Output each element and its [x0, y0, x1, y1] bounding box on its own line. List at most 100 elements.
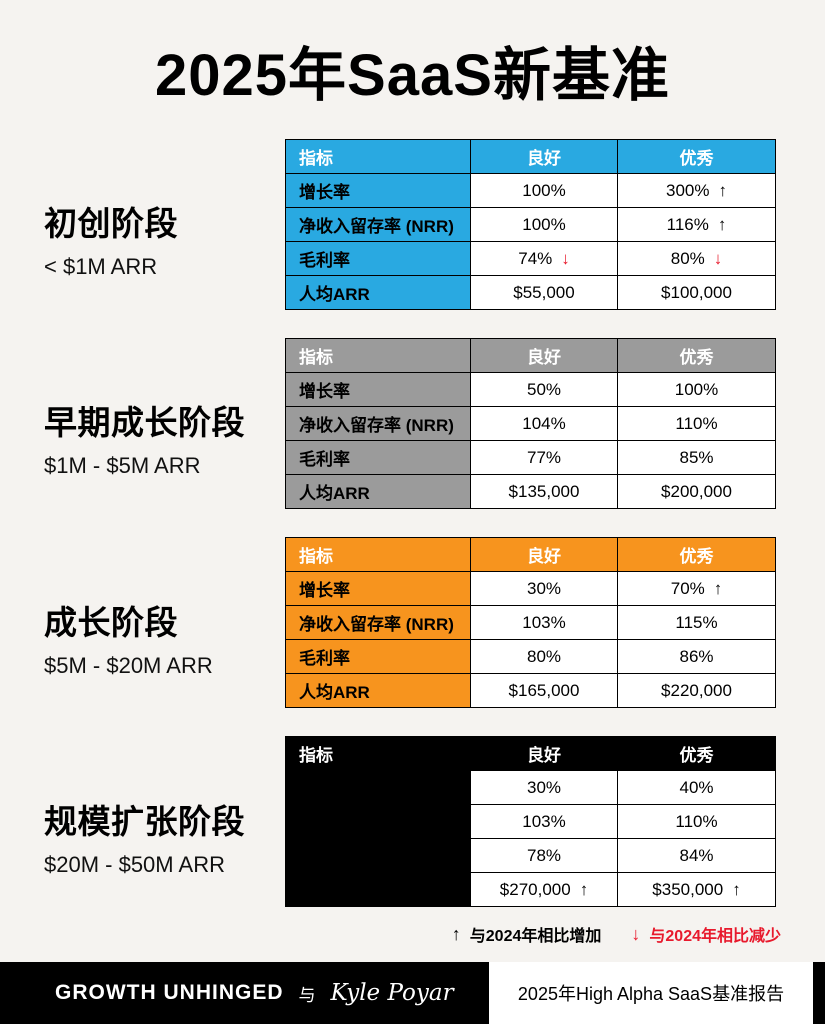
- legend-increase-label: 与2024年相比增加: [469, 928, 602, 945]
- good-value-cell: $55,000: [470, 275, 618, 310]
- good-value: 80%: [526, 646, 562, 666]
- excellent-value: 85%: [679, 447, 714, 467]
- excellent-value-cell: 85%: [617, 440, 776, 475]
- header-good-cell: 良好: [470, 537, 618, 572]
- good-value: 30%: [526, 578, 562, 598]
- footer-branding: GROWTH UNHINGED 与 Kyle Poyar: [55, 962, 454, 1024]
- benchmark-table-early-growth: 指标 良好 优秀 增长率 50% 100% 净收入留存率 (NRR) 104% …: [285, 338, 776, 509]
- up-arrow-icon: ↑: [451, 923, 461, 944]
- good-value: 100%: [522, 214, 566, 234]
- metric-name-cell: 增长率: [285, 770, 471, 805]
- report-title: 2025年High Alpha SaaS基准报告: [517, 984, 785, 1004]
- metric-name-cell: 净收入留存率 (NRR): [285, 605, 471, 640]
- excellent-value: 116%: [666, 214, 709, 234]
- page-title: 2025年SaaS新基准: [155, 43, 670, 108]
- stage-label-scale: 规模扩张阶段 $20M - $50M ARR: [44, 795, 282, 878]
- good-value: 74%: [518, 248, 553, 268]
- good-value-cell: 30%: [470, 770, 618, 805]
- good-value: $55,000: [513, 282, 575, 302]
- excellent-value: 110%: [675, 413, 718, 433]
- excellent-value-cell: $220,000: [617, 673, 776, 708]
- metric-name-cell: 毛利率: [285, 639, 471, 674]
- header-good-cell: 良好: [470, 736, 618, 771]
- good-value-cell: $270,000 ↑: [470, 872, 618, 907]
- excellent-value-cell: 116% ↑: [617, 207, 776, 242]
- legend-decrease: ↓ 与2024年相比减少: [631, 922, 781, 946]
- good-value-cell: $135,000: [470, 474, 618, 509]
- stage-name: 初创阶段: [44, 205, 178, 242]
- good-value: 78%: [526, 845, 562, 865]
- metric-name-cell: 毛利率: [285, 440, 471, 475]
- good-value: $165,000: [508, 680, 580, 700]
- good-value: 103%: [522, 612, 566, 632]
- up-arrow-icon: ↑: [579, 879, 589, 899]
- good-value: 77%: [526, 447, 562, 467]
- table-row: 毛利率 77% 85%: [285, 440, 776, 475]
- excellent-value: 70%: [670, 578, 705, 598]
- stage-label-startup: 初创阶段 < $1M ARR: [44, 197, 282, 280]
- stage-arr-range: $20M - $50M ARR: [44, 852, 225, 877]
- metric-name-cell: 毛利率: [285, 241, 471, 276]
- table-row: 增长率 30% 40%: [285, 770, 776, 805]
- stage-arr-range: < $1M ARR: [44, 254, 158, 279]
- good-value: 104%: [522, 413, 566, 433]
- excellent-value-cell: 300% ↑: [617, 173, 776, 208]
- excellent-value-cell: 100%: [617, 372, 776, 407]
- table-row: 人均ARR $55,000 $100,000: [285, 275, 776, 310]
- good-value-cell: 30%: [470, 571, 618, 606]
- stage-label-early-growth: 早期成长阶段 $1M - $5M ARR: [44, 396, 282, 479]
- good-value: 100%: [522, 180, 566, 200]
- excellent-value: $350,000: [652, 879, 724, 899]
- good-value: 50%: [526, 379, 562, 399]
- footer-bar: GROWTH UNHINGED 与 Kyle Poyar 2025年High A…: [0, 962, 825, 1024]
- table-row: 净收入留存率 (NRR) 100% 116% ↑: [285, 207, 776, 242]
- good-value-cell: 104%: [470, 406, 618, 441]
- stage-name: 规模扩张阶段: [44, 803, 245, 840]
- excellent-value-cell: 110%: [617, 406, 776, 441]
- good-value: 103%: [522, 811, 566, 831]
- excellent-value-cell: 70% ↑: [617, 571, 776, 606]
- table-row: 净收入留存率 (NRR) 104% 110%: [285, 406, 776, 441]
- table-row: 增长率 30% 70% ↑: [285, 571, 776, 606]
- excellent-value: 300%: [666, 180, 710, 200]
- metric-name-cell: 增长率: [285, 571, 471, 606]
- metric-name-cell: 增长率: [285, 372, 471, 407]
- header-metric-cell: 指标: [285, 537, 471, 572]
- header-excellent-cell: 优秀: [617, 338, 776, 373]
- good-value-cell: 100%: [470, 207, 618, 242]
- good-value-cell: 103%: [470, 605, 618, 640]
- down-arrow-icon: ↓: [631, 923, 641, 944]
- down-arrow-icon: ↓: [713, 248, 723, 268]
- author-signature: Kyle Poyar: [330, 980, 454, 1006]
- metric-name-cell: 净收入留存率 (NRR): [285, 804, 471, 839]
- brand-logo: GROWTH UNHINGED: [55, 981, 284, 1004]
- good-value-cell: 50%: [470, 372, 618, 407]
- good-value-cell: 74% ↓: [470, 241, 618, 276]
- metric-name-cell: 毛利率: [285, 838, 471, 873]
- metric-name-cell: 净收入留存率 (NRR): [285, 406, 471, 441]
- metric-name-cell: 人均ARR: [285, 673, 471, 708]
- legend-increase: ↑ 与2024年相比增加: [452, 922, 602, 946]
- excellent-value: $220,000: [661, 680, 732, 700]
- good-value: $270,000: [499, 879, 571, 899]
- table-header-row: 指标 良好 优秀: [285, 139, 776, 174]
- good-value: 30%: [526, 777, 562, 797]
- table-row: 毛利率 78% 84%: [285, 838, 776, 873]
- footer-connector: 与: [298, 985, 316, 1005]
- metric-name-cell: 人均ARR: [285, 872, 471, 907]
- good-value-cell: 80%: [470, 639, 618, 674]
- excellent-value-cell: 40%: [617, 770, 776, 805]
- table-row: 人均ARR $165,000 $220,000: [285, 673, 776, 708]
- excellent-value: $200,000: [661, 481, 732, 501]
- table-header-row: 指标 良好 优秀: [285, 338, 776, 373]
- header-good-cell: 良好: [470, 338, 618, 373]
- good-value-cell: $165,000: [470, 673, 618, 708]
- good-value-cell: 100%: [470, 173, 618, 208]
- table-row: 人均ARR $135,000 $200,000: [285, 474, 776, 509]
- excellent-value: 40%: [679, 777, 714, 797]
- excellent-value-cell: 84%: [617, 838, 776, 873]
- table-row: 净收入留存率 (NRR) 103% 110%: [285, 804, 776, 839]
- good-value-cell: 77%: [470, 440, 618, 475]
- header-good-cell: 良好: [470, 139, 618, 174]
